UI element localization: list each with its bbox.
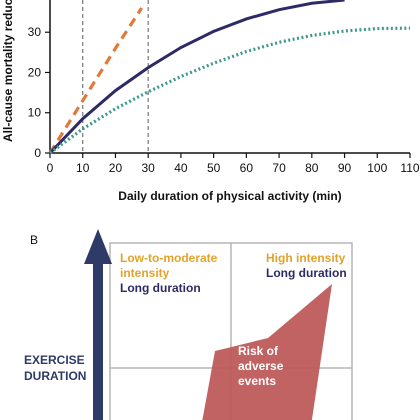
y-tick-label: 0	[34, 146, 41, 160]
arrow-label-line2: DURATION	[24, 369, 86, 383]
y-axis: 0 10 20 30 All-cause mortality reduc	[1, 0, 51, 160]
risk-region	[202, 284, 332, 420]
series-line-solid	[48, 0, 345, 155]
x-tick-label: 20	[109, 161, 123, 175]
panel-b-label: B	[30, 233, 38, 247]
quadrant-right-line2: Long duration	[266, 266, 347, 280]
series-layer	[48, 0, 411, 155]
x-tick-label: 10	[76, 161, 90, 175]
quadrant-left-line1: Low-to-moderate	[120, 251, 218, 265]
panel-b: B EXERCISE DURATION Low-to-moderate inte…	[24, 229, 353, 420]
x-axis-title: Daily duration of physical activity (min…	[118, 189, 341, 203]
x-tick-label: 40	[174, 161, 188, 175]
x-axis: 0 10 20 30 40 50 60 70 80 90 100 110 Daily duration…	[47, 152, 420, 203]
risk-label-line1: Risk of	[238, 344, 279, 358]
x-tick-label: 60	[240, 161, 254, 175]
arrow-head	[84, 229, 112, 264]
arrow-label-line1: EXERCISE	[24, 353, 85, 367]
y-tick-label: 20	[28, 65, 42, 79]
series-line-dashed	[48, 7, 143, 154]
y-tick-label: 30	[28, 25, 42, 39]
y-axis-title: All-cause mortality reduc	[1, 0, 15, 142]
risk-label-line2: adverse	[238, 359, 284, 373]
reference-lines	[82, 0, 149, 153]
x-tick-label: 70	[272, 161, 286, 175]
x-tick-label: 110	[400, 161, 419, 175]
x-tick-label: 30	[142, 161, 156, 175]
x-tick-label: 80	[305, 161, 319, 175]
exercise-duration-arrow	[84, 229, 112, 420]
x-tick-label: 90	[338, 161, 352, 175]
quadrant-right-line1: High intensity	[266, 251, 346, 265]
series-line-dotted	[49, 26, 411, 155]
x-tick-label: 100	[367, 161, 387, 175]
quadrant-left-line2: intensity	[120, 266, 170, 280]
x-tick-label: 0	[47, 161, 54, 175]
quadrant-left-line3: Long duration	[120, 281, 201, 295]
arrow-shaft	[93, 262, 103, 420]
x-tick-label: 50	[207, 161, 221, 175]
risk-label-line3: events	[238, 374, 276, 388]
y-tick-label: 10	[28, 106, 42, 120]
panel-a-chart: 0 10 20 30 40 50 60 70 80 90 100 110 Daily duration…	[1, 0, 420, 203]
